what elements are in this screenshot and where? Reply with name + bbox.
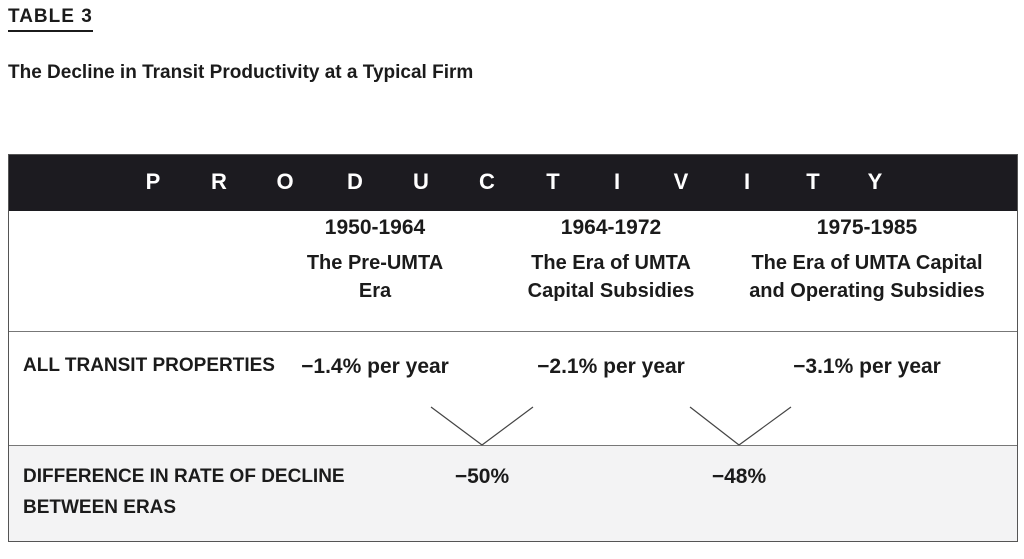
era-years: 1964-1972 — [560, 216, 662, 239]
band-letter: O — [276, 169, 294, 194]
row-label-line: DIFFERENCE IN RATE OF DECLINE — [23, 466, 345, 487]
band-letter: D — [347, 169, 363, 194]
difference-value: −48% — [711, 465, 767, 488]
band-letter: T — [806, 169, 820, 194]
row-divider — [9, 331, 1017, 332]
band-letter: R — [211, 169, 227, 194]
difference-row-background — [9, 445, 1017, 541]
era-name-line: and Operating Subsidies — [749, 280, 985, 302]
band-letter: V — [673, 169, 689, 194]
row-label-all-transit: ALL TRANSIT PROPERTIES — [23, 355, 275, 376]
difference-connectors — [430, 406, 792, 446]
era-column-3: 1975-1985 The Era of UMTA Capital and Op… — [737, 213, 997, 305]
rate-value: −2.1% per year — [537, 355, 685, 378]
band-letter: Y — [867, 169, 883, 194]
row-label-line: BETWEEN ERAS — [23, 497, 177, 518]
table-title: The Decline in Transit Productivity at a… — [8, 62, 474, 83]
band-letter: I — [743, 169, 751, 194]
era-column-2: 1964-1972 The Era of UMTA Capital Subsid… — [481, 213, 741, 305]
era-name-line: The Pre-UMTA — [306, 252, 444, 274]
rate-value: −1.4% per year — [301, 355, 449, 378]
connector-line — [430, 406, 483, 446]
table-label: TABLE 3 — [8, 6, 93, 32]
band-letter: I — [613, 169, 621, 194]
era-name-line: The Era of UMTA Capital — [751, 252, 983, 274]
difference-value: −50% — [454, 465, 510, 488]
era-name-line: Capital Subsidies — [527, 280, 695, 302]
row-label-difference: DIFFERENCE IN RATE OF DECLINE BETWEEN ER… — [23, 461, 345, 523]
productivity-table: P R O D U C T I V I T Y 1950-1964 The Pr… — [8, 154, 1018, 542]
band-letter: T — [546, 169, 560, 194]
connector-line — [738, 406, 792, 446]
era-years: 1975-1985 — [816, 216, 918, 239]
connector-line — [689, 406, 740, 446]
rate-value: −3.1% per year — [793, 355, 941, 378]
band-letter: P — [145, 169, 161, 194]
era-column-1: 1950-1964 The Pre-UMTA Era — [245, 213, 505, 305]
connector-line — [481, 406, 534, 446]
era-name-line: Era — [358, 280, 392, 302]
era-name-line: The Era of UMTA — [531, 252, 691, 274]
productivity-header-band: P R O D U C T I V I T Y — [9, 155, 1017, 211]
era-years: 1950-1964 — [324, 216, 426, 239]
band-letter: C — [479, 169, 495, 194]
row-divider — [9, 445, 1017, 446]
band-letter: U — [413, 169, 429, 194]
